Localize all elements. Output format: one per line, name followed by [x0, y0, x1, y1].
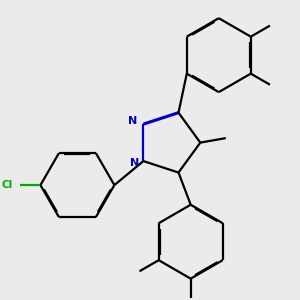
Text: Cl: Cl [2, 180, 13, 190]
Text: N: N [128, 116, 138, 126]
Text: N: N [130, 158, 139, 168]
